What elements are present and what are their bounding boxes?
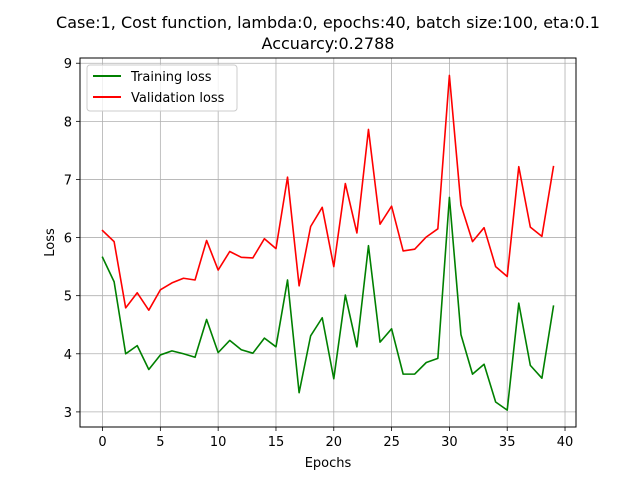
series-layer <box>101 74 555 411</box>
series-line-training-loss <box>101 196 555 411</box>
x-tick-label: 35 <box>499 435 516 450</box>
legend-label-validation-loss: Validation loss <box>131 91 225 106</box>
y-tick-label: 4 <box>64 348 72 363</box>
chart-subtitle: Accuarcy:0.2788 <box>262 34 395 53</box>
x-axis-label: Epochs <box>305 456 352 471</box>
legend-label-training-loss: Training loss <box>130 70 212 85</box>
x-tick-label: 5 <box>156 435 164 450</box>
x-tick-label: 40 <box>557 435 574 450</box>
legend: Training loss Validation loss <box>86 64 238 112</box>
x-tick-label: 15 <box>268 435 285 450</box>
x-tick-label: 30 <box>441 435 458 450</box>
y-tick-label: 3 <box>64 406 72 421</box>
plot-frame <box>79 57 577 428</box>
y-tick-label: 5 <box>64 290 72 305</box>
y-tick-label: 9 <box>64 57 72 72</box>
x-tick-label: 0 <box>98 435 106 450</box>
tick-layer: 0 5 10 15 20 25 30 35 40 3 4 5 6 7 8 9 <box>64 57 574 450</box>
series-line-validation-loss <box>101 74 555 312</box>
chart-title: Case:1, Cost function, lambda:0, epochs:… <box>56 13 600 32</box>
y-tick-label: 8 <box>64 115 72 130</box>
x-tick-label: 25 <box>383 435 400 450</box>
x-tick-label: 10 <box>210 435 227 450</box>
y-tick-label: 6 <box>64 232 72 247</box>
x-tick-label: 20 <box>326 435 343 450</box>
legend-frame <box>86 64 238 112</box>
y-tick-label: 7 <box>64 173 72 188</box>
grid-layer <box>80 58 576 427</box>
y-axis-label: Loss <box>43 228 58 257</box>
